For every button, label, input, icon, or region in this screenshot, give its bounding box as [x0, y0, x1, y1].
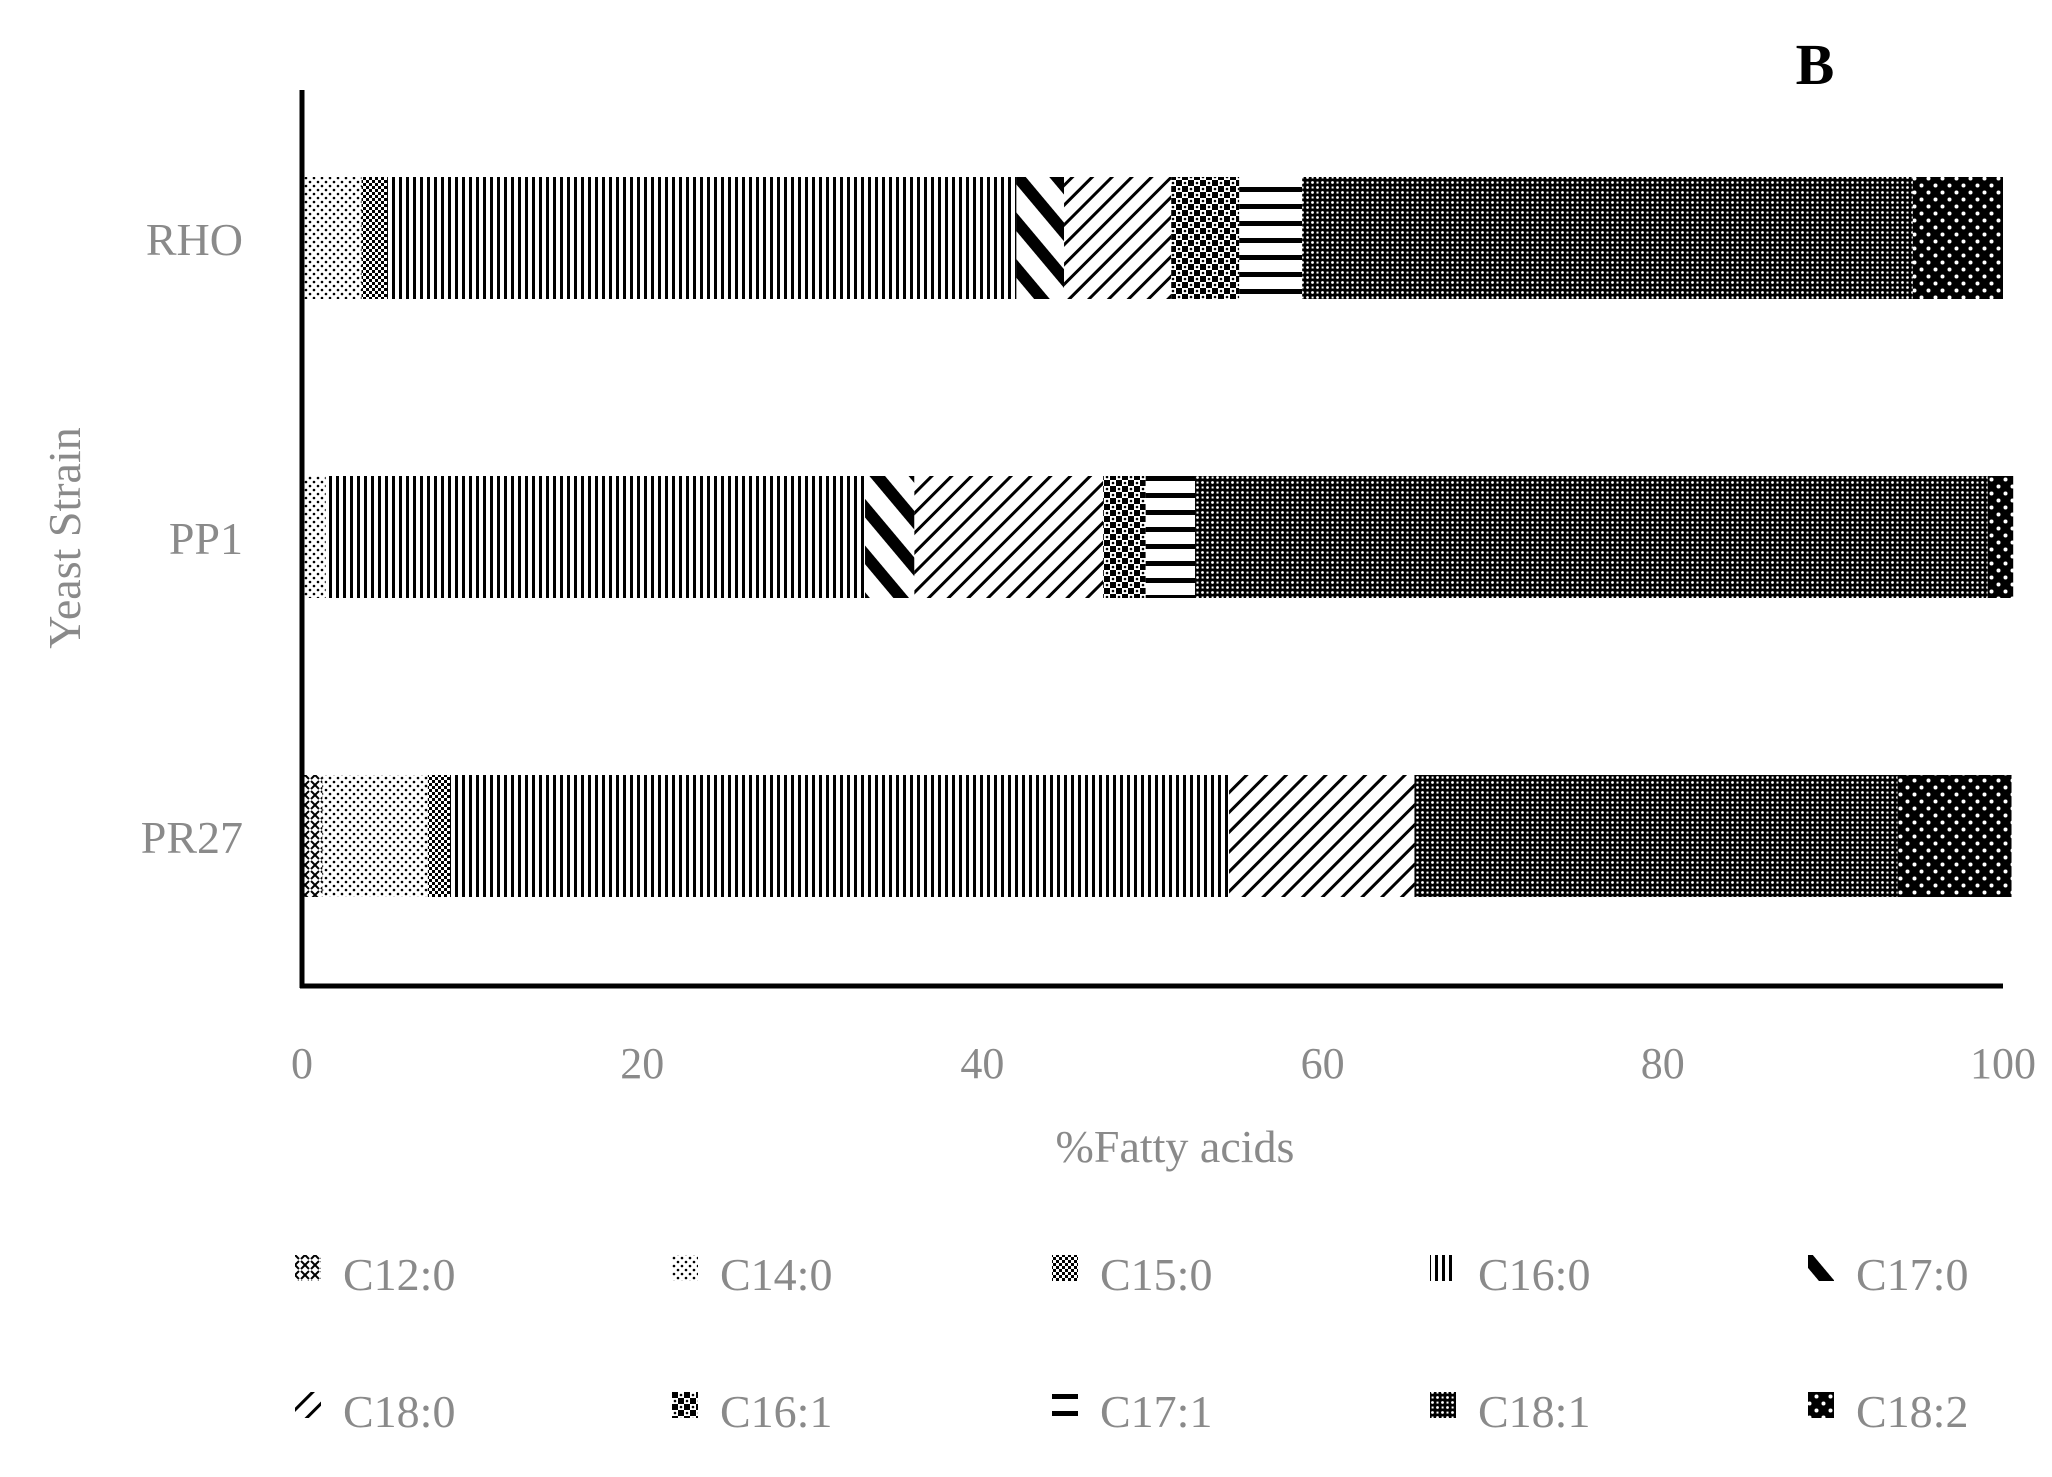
legend-label-c16-1: C16:1	[720, 1386, 832, 1437]
bar-rho-c16-0	[387, 177, 1017, 299]
bar-pr27-c12-0	[302, 775, 323, 897]
bar-rho-c15-0	[361, 177, 388, 299]
bar-pp1-c18-0	[914, 476, 1104, 598]
bar-pp1-c16-1	[1103, 476, 1146, 598]
x-axis-title: %Fatty acids	[1056, 1121, 1295, 1172]
bar-pr27-c18-0	[1229, 775, 1415, 897]
bar-pp1-c18-2	[1987, 476, 2014, 598]
legend-swatch-c17-0	[1808, 1255, 1834, 1281]
legend-label-c18-1: C18:1	[1478, 1386, 1590, 1437]
category-label-pp1: PP1	[169, 513, 243, 564]
category-label-rho: RHO	[146, 214, 243, 265]
category-labels: RHO PP1 PR27	[141, 214, 243, 863]
legend-label-c12-0: C12:0	[343, 1249, 455, 1300]
x-tick-label-60: 60	[1301, 1039, 1345, 1088]
x-tick-label-80: 80	[1641, 1039, 1685, 1088]
legend-swatch-c16-0	[1430, 1255, 1456, 1281]
bar-pr27-c18-1	[1414, 775, 1898, 897]
legend-swatch-c16-1	[672, 1392, 698, 1418]
legend: C12:0 C14:0 C15:0 C16:0 C17:0 C18:0 C16:1 C17:1…	[295, 1249, 1968, 1437]
legend-swatch-c18-0	[295, 1392, 321, 1418]
x-tick-labels: 0 20 40 60 80 100	[291, 1039, 2036, 1088]
x-tick-label-100: 100	[1970, 1039, 2036, 1088]
category-label-pr27: PR27	[141, 812, 243, 863]
y-axis-title: Yeast Strain	[39, 427, 90, 649]
legend-swatch-c15-0	[1052, 1255, 1078, 1281]
legend-swatch-c12-0	[295, 1255, 321, 1281]
bar-pr27-c15-0	[427, 775, 450, 897]
bar-pp1-c17-1	[1145, 476, 1196, 598]
bar-rho-c18-2	[1912, 177, 2003, 299]
legend-label-c18-0: C18:0	[343, 1386, 455, 1437]
bar-pp1-c18-1	[1195, 476, 1988, 598]
bar-rho-c17-1	[1239, 177, 1303, 299]
legend-swatch-c18-1	[1430, 1392, 1456, 1418]
legend-label-c15-0: C15:0	[1100, 1249, 1212, 1300]
bar-rho-c18-0	[1064, 177, 1172, 299]
legend-label-c14-0: C14:0	[720, 1249, 832, 1300]
bar-rho-c17-0	[1016, 177, 1065, 299]
bar-rho-c18-1	[1302, 177, 1913, 299]
bar-pp1-c16-0	[325, 476, 866, 598]
bar-rho-c16-1	[1171, 177, 1240, 299]
legend-label-c17-0: C17:0	[1856, 1249, 1968, 1300]
bar-pr27-c16-0	[449, 775, 1230, 897]
bar-rho-c14-0	[302, 177, 362, 299]
bar-pp1-c17-0	[865, 476, 915, 598]
bar-pr27-c18-2	[1897, 775, 2012, 897]
legend-label-c17-1: C17:1	[1100, 1386, 1212, 1437]
x-tick-label-40: 40	[960, 1039, 1004, 1088]
panel-label: B	[1796, 32, 1835, 97]
legend-label-c16-0: C16:0	[1478, 1249, 1590, 1300]
x-tick-label-0: 0	[291, 1039, 313, 1088]
legend-label-c18-2: C18:2	[1856, 1386, 1968, 1437]
legend-swatch-c18-2	[1808, 1392, 1834, 1418]
bar-pr27-c14-0	[322, 775, 428, 897]
bar-pp1-c14-0	[302, 476, 326, 598]
bars-layer	[302, 177, 2014, 897]
legend-swatch-c14-0	[672, 1255, 698, 1281]
x-tick-label-20: 20	[620, 1039, 664, 1088]
legend-swatch-c17-1	[1052, 1392, 1078, 1418]
